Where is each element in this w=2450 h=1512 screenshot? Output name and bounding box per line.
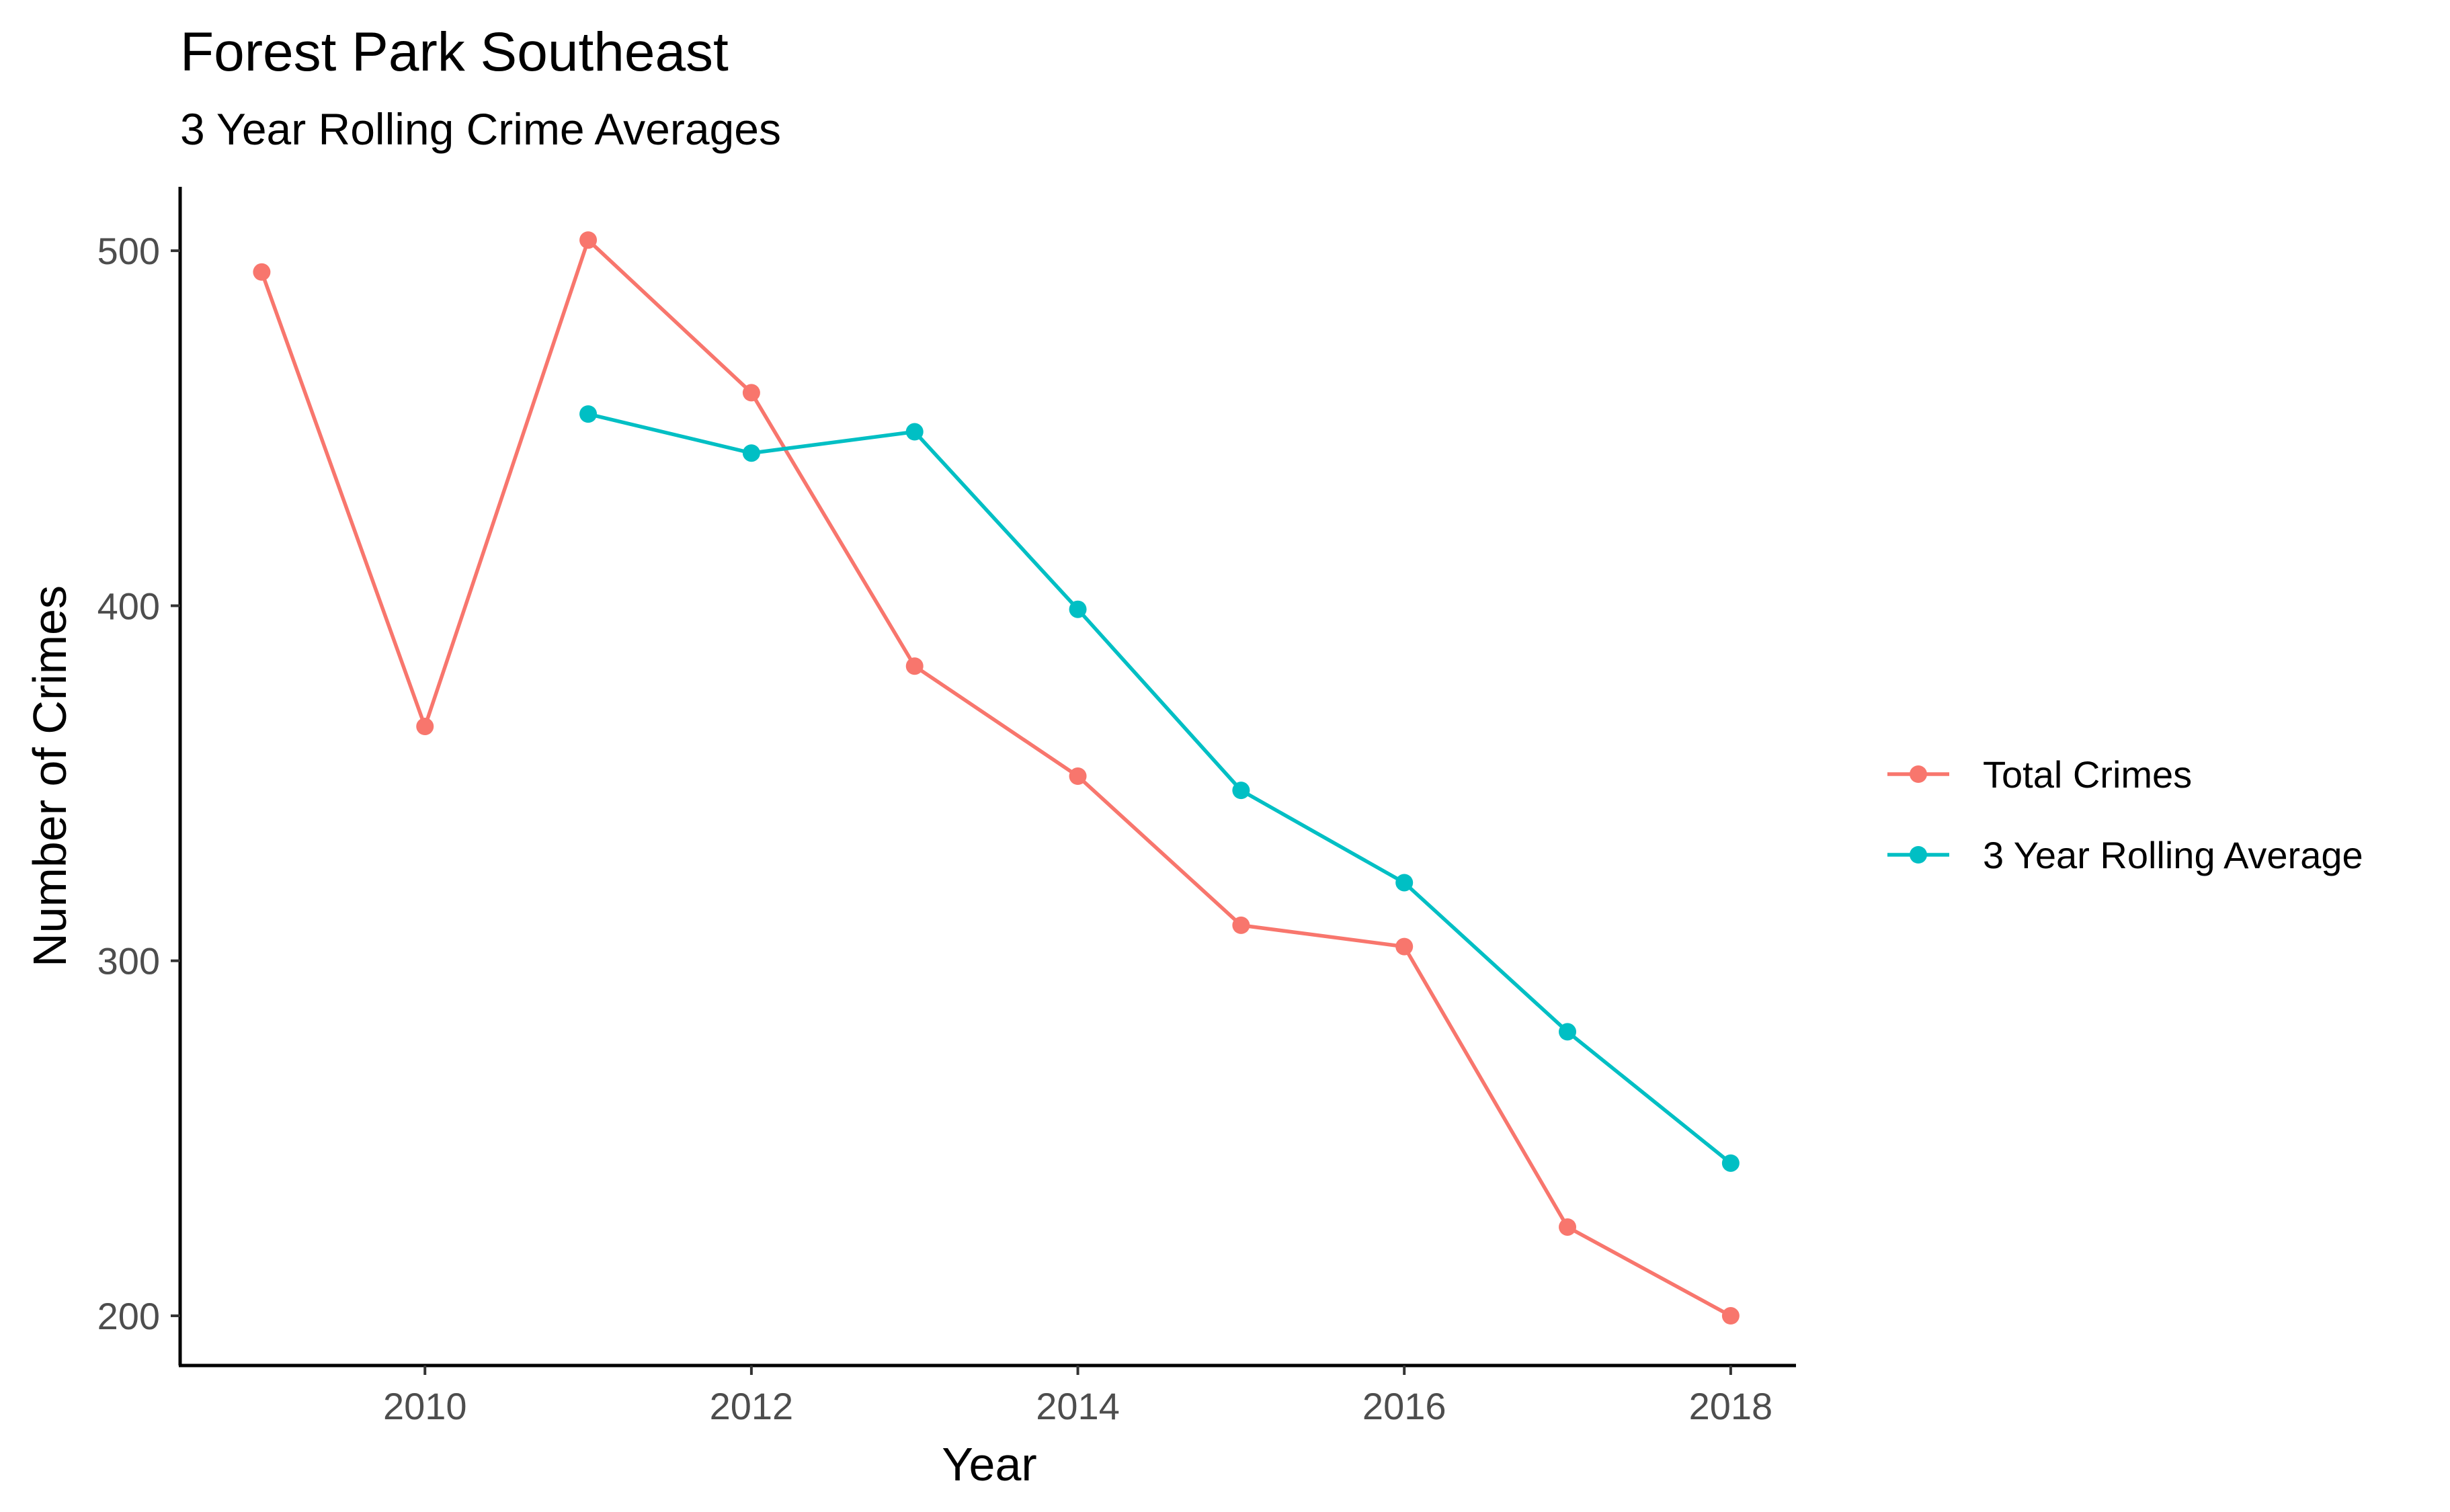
x-axis-title: Year: [942, 1438, 1036, 1490]
x-tick-label: 2014: [1036, 1385, 1120, 1427]
data-point: [579, 231, 598, 249]
y-tick-label: 400: [97, 585, 160, 627]
legend-label: Total Crimes: [1983, 753, 2192, 796]
data-point: [1721, 1154, 1740, 1172]
legend-label: 3 Year Rolling Average: [1983, 834, 2363, 876]
y-axis-title: Number of Crimes: [24, 585, 76, 967]
legend-key-point: [1910, 846, 1927, 864]
x-tick-label: 2010: [383, 1385, 467, 1427]
data-point: [1069, 767, 1087, 785]
data-point: [1232, 782, 1250, 800]
y-tick-label: 500: [97, 230, 160, 272]
data-point: [1232, 916, 1250, 934]
data-point: [742, 384, 760, 402]
data-point: [905, 423, 924, 441]
data-point: [253, 263, 271, 281]
data-point: [1395, 874, 1414, 892]
data-point: [742, 444, 760, 462]
y-tick-label: 300: [97, 940, 160, 982]
data-point: [416, 718, 434, 736]
chart-title: Forest Park Southeast: [180, 22, 729, 83]
series-line-2: [587, 412, 1732, 1165]
series-lines: [259, 238, 1732, 1318]
data-point: [1721, 1307, 1740, 1325]
data-point: [1069, 600, 1087, 618]
data-point: [1395, 937, 1414, 956]
x-axis-ticks: 2010 2012 2014 2016 2018: [383, 1366, 1772, 1427]
data-point: [579, 405, 598, 423]
data-point: [905, 657, 924, 675]
y-tick-label: 200: [97, 1295, 160, 1337]
series-points: [253, 231, 1740, 1325]
data-point: [1559, 1023, 1577, 1041]
chart-subtitle: 3 Year Rolling Crime Averages: [180, 104, 781, 154]
x-tick-label: 2012: [710, 1385, 794, 1427]
x-tick-label: 2018: [1689, 1385, 1773, 1427]
y-axis-ticks: 200 300 400 500: [97, 230, 180, 1337]
legend-key-point: [1910, 765, 1927, 783]
legend: Total Crimes 3 Year Rolling Average: [1887, 753, 2363, 876]
data-point: [1559, 1218, 1577, 1236]
x-tick-label: 2016: [1362, 1385, 1446, 1427]
series-line-1: [259, 238, 1732, 1318]
